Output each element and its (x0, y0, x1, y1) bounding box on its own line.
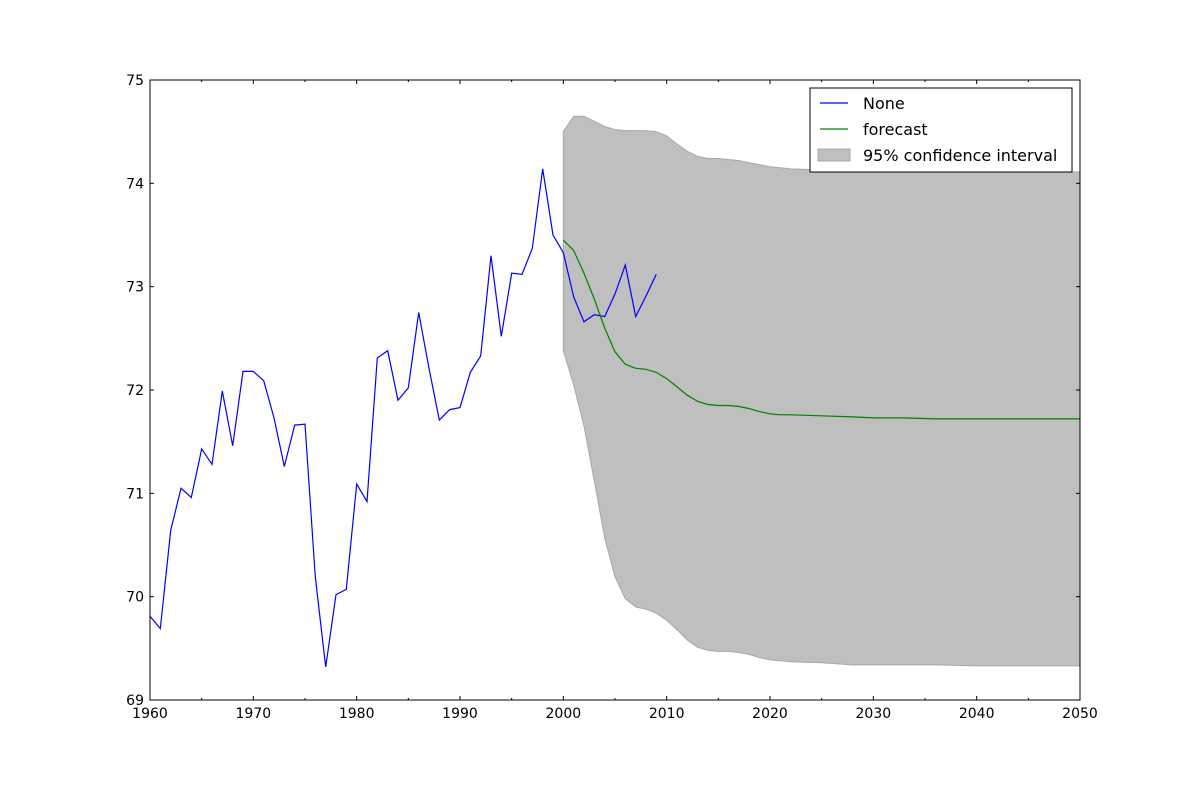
series-line-0 (149, 168, 657, 667)
series-line-1 (562, 239, 1080, 420)
y-tick-label: 74 (126, 176, 144, 192)
x-tick-label: 1980 (339, 706, 375, 722)
x-tick-label: 2010 (649, 706, 685, 722)
legend-swatch-band (817, 148, 851, 162)
legend-label: None (863, 94, 905, 113)
x-tick-label: 2030 (856, 706, 892, 722)
y-tick-label: 70 (126, 590, 144, 606)
legend-label: forecast (863, 120, 928, 139)
y-tick-label: 69 (126, 693, 144, 709)
y-tick-label: 72 (126, 383, 144, 399)
legend: None forecast 95% confidence interval (809, 87, 1073, 173)
y-tick-label: 71 (126, 486, 144, 502)
legend-label: 95% confidence interval (863, 146, 1057, 165)
legend-box (809, 87, 1073, 173)
x-tick-label: 2000 (546, 706, 582, 722)
confidence-band (562, 115, 1081, 667)
x-tick-label: 1970 (236, 706, 272, 722)
x-tick-label: 1990 (442, 706, 478, 722)
x-tick-label: 2050 (1062, 706, 1098, 722)
x-tick-label: 1960 (132, 706, 168, 722)
x-tick-label: 2020 (752, 706, 788, 722)
y-tick-label: 75 (126, 73, 144, 89)
y-tick-label: 73 (126, 280, 144, 296)
x-tick-label: 2040 (959, 706, 995, 722)
